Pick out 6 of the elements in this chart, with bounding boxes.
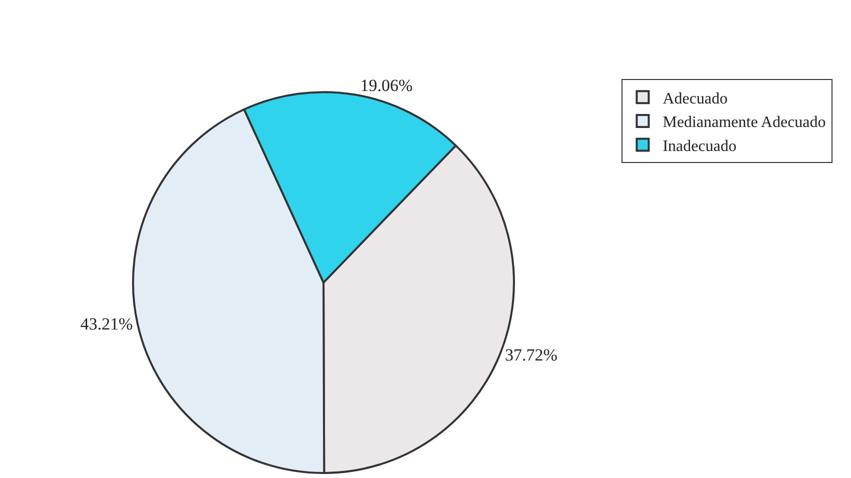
legend-label: Medianamente Adecuado	[662, 114, 826, 132]
legend-label: Adecuado	[662, 90, 728, 108]
data-label: 43.21%	[80, 314, 133, 334]
legend-label: Inadecuado	[662, 138, 736, 155]
data-label: 37.72%	[504, 345, 558, 364]
data-label: 19.06%	[360, 76, 413, 96]
